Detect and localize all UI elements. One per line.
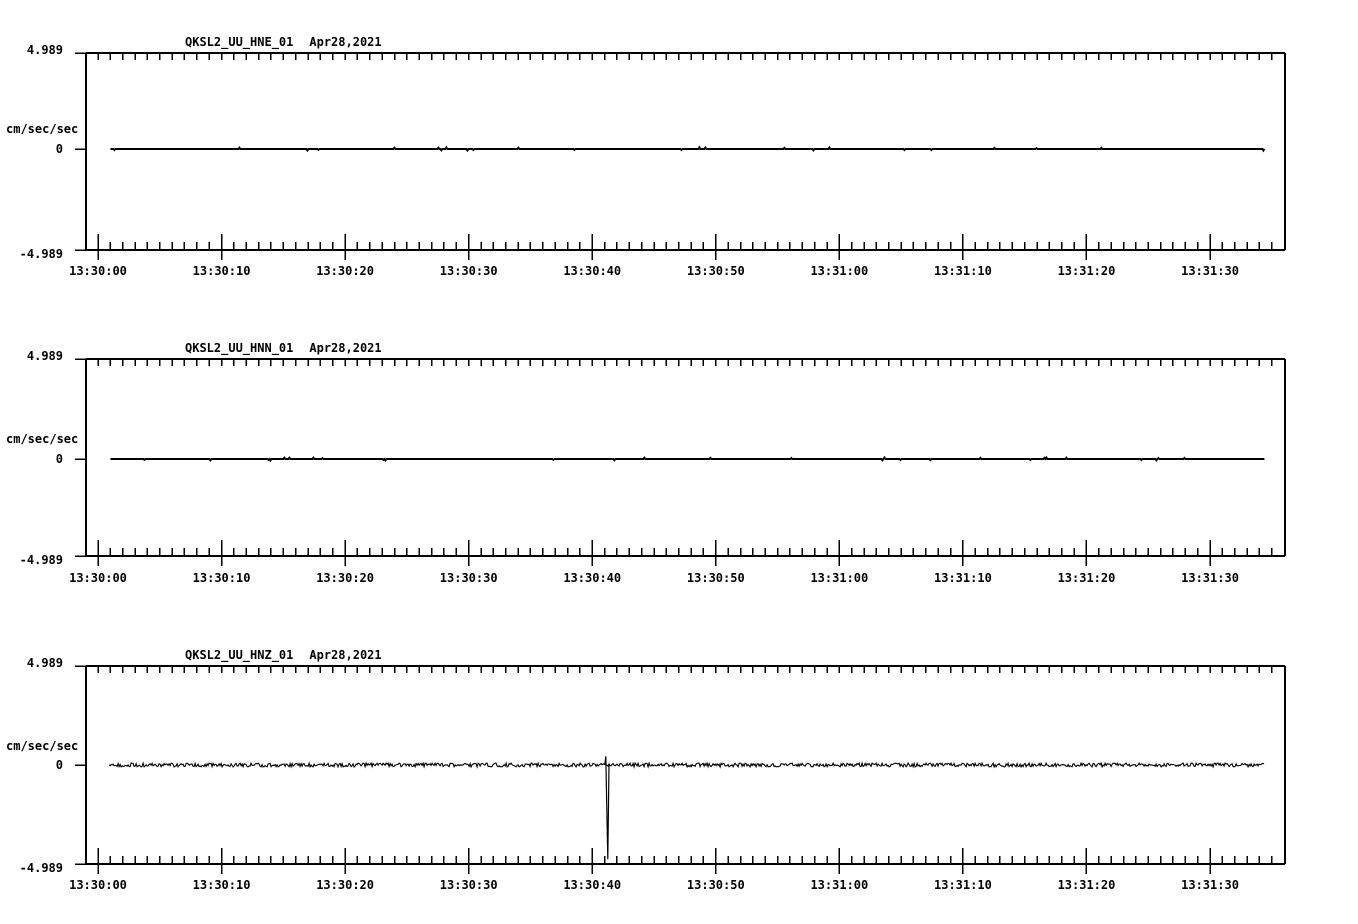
x-axis-time-label: 13:30:50 [686,264,745,278]
panel-title: QKSL2_UU_HNZ_01 Apr28,2021 [185,648,382,662]
y-axis-max-label: 4.989 [26,349,63,363]
panel-title: QKSL2_UU_HNN_01 Apr28,2021 [185,341,382,355]
panel-title-date: Apr28,2021 [309,35,382,49]
x-axis-time-label: 13:31:00 [810,264,869,278]
x-axis-time-label: 13:30:30 [439,264,498,278]
x-axis-time-label: 13:30:20 [316,878,374,892]
y-axis-zero-label: 0 [55,452,63,466]
x-axis-time-label: 13:30:10 [192,264,251,278]
y-axis-max-label: 4.989 [26,43,63,57]
panel-title: QKSL2_UU_HNE_01 Apr28,2021 [185,35,382,49]
panel-title-date: Apr28,2021 [309,341,382,355]
y-axis-unit-label: cm/sec/sec [6,739,79,753]
x-axis-time-label: 13:30:00 [69,878,127,892]
x-axis-time-label: 13:30:50 [686,571,745,585]
y-axis-unit-label: cm/sec/sec [6,432,79,446]
x-axis-time-label: 13:30:00 [69,264,127,278]
x-axis-time-label: 13:30:30 [439,571,498,585]
y-axis-min-label: -4.989 [19,247,63,261]
y-axis-zero-label: 0 [55,758,63,772]
x-axis-time-label: 13:31:30 [1181,571,1239,585]
x-axis-time-label: 13:30:10 [192,878,251,892]
y-axis-min-label: -4.989 [19,861,63,875]
x-axis-time-label: 13:31:10 [934,264,992,278]
x-axis-time-label: 13:31:30 [1181,878,1239,892]
x-axis-time-label: 13:31:00 [810,571,869,585]
x-axis-time-label: 13:30:40 [563,264,622,278]
x-axis-time-label: 13:31:20 [1057,264,1116,278]
x-axis-time-label: 13:31:10 [934,571,992,585]
panel-title-channel: QKSL2_UU_HNZ_01 [185,648,294,662]
x-axis-time-label: 13:30:30 [439,878,498,892]
panel-title-channel: QKSL2_UU_HNN_01 [185,341,294,355]
x-axis-time-label: 13:31:20 [1057,878,1116,892]
panel-title-channel: QKSL2_UU_HNE_01 [185,35,294,49]
x-axis-time-label: 13:31:10 [934,878,992,892]
x-axis-time-label: 13:30:50 [686,878,745,892]
x-axis-time-label: 13:30:00 [69,571,127,585]
y-axis-zero-label: 0 [55,142,63,156]
panel-title-date: Apr28,2021 [309,648,382,662]
x-axis-time-label: 13:30:20 [316,264,374,278]
x-axis-time-label: 13:30:10 [192,571,251,585]
x-axis-time-label: 13:31:20 [1057,571,1116,585]
y-axis-max-label: 4.989 [26,656,63,670]
x-axis-time-label: 13:30:20 [316,571,374,585]
y-axis-min-label: -4.989 [19,553,63,567]
y-axis-unit-label: cm/sec/sec [6,122,79,136]
x-axis-time-label: 13:30:40 [563,571,622,585]
x-axis-time-label: 13:31:00 [810,878,869,892]
x-axis-time-label: 13:30:40 [563,878,622,892]
x-axis-time-label: 13:31:30 [1181,264,1239,278]
